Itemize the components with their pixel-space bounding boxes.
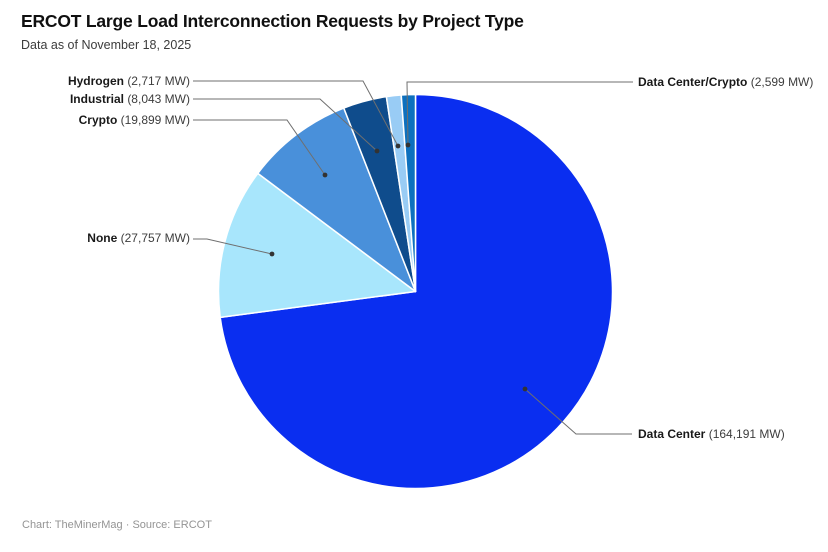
callout-data-center-crypto: Data Center/Crypto (2,599 MW) xyxy=(638,74,813,90)
chart-credit: Chart: TheMinerMag · Source: ERCOT xyxy=(22,519,212,531)
callout-value: (27,757 MW) xyxy=(120,231,190,245)
leader-dot-data-center-crypto xyxy=(405,142,411,148)
callout-label: Data Center xyxy=(638,427,706,441)
pie-slice-data-center[interactable] xyxy=(219,93,614,490)
callout-label: Crypto xyxy=(78,113,118,127)
leader-dot-none xyxy=(269,251,275,257)
callout-label: None xyxy=(87,231,118,245)
callout-crypto: Crypto (19,899 MW) xyxy=(79,112,190,128)
leader-line-hydrogen xyxy=(193,80,399,147)
callout-label: Hydrogen xyxy=(67,74,124,88)
callout-data-center: Data Center (164,191 MW) xyxy=(638,426,785,442)
leader-line-data-center xyxy=(524,388,632,435)
callout-label: Industrial xyxy=(69,92,124,106)
callout-label: Data Center/Crypto xyxy=(638,75,748,89)
page-title: ERCOT Large Load Interconnection Request… xyxy=(21,11,524,31)
callout-value: (8,043 MW) xyxy=(127,92,190,106)
leader-dot-hydrogen xyxy=(395,143,401,149)
callout-value: (19,899 MW) xyxy=(120,113,190,127)
leader-line-none xyxy=(193,238,273,255)
leader-dot-industrial xyxy=(374,148,380,154)
leader-line-data-center-crypto xyxy=(406,81,633,146)
leader-line-industrial xyxy=(193,98,378,152)
pie-slice-data-center-crypto[interactable] xyxy=(400,93,417,293)
callout-none: None (27,757 MW) xyxy=(87,230,190,246)
callout-hydrogen: Hydrogen (2,717 MW) xyxy=(68,73,190,89)
leader-dot-data-center xyxy=(522,386,528,392)
chart-subtitle: Data as of November 18, 2025 xyxy=(21,38,192,52)
callout-value: (2,717 MW) xyxy=(127,74,190,88)
callout-value: (2,599 MW) xyxy=(750,75,814,89)
callout-value: (164,191 MW) xyxy=(708,427,785,441)
leader-dot-crypto xyxy=(322,172,328,178)
leader-line-crypto xyxy=(193,119,326,176)
callout-industrial: Industrial (8,043 MW) xyxy=(70,91,190,107)
pie-slice-none[interactable] xyxy=(217,172,417,319)
pie-slice-crypto[interactable] xyxy=(257,107,417,293)
